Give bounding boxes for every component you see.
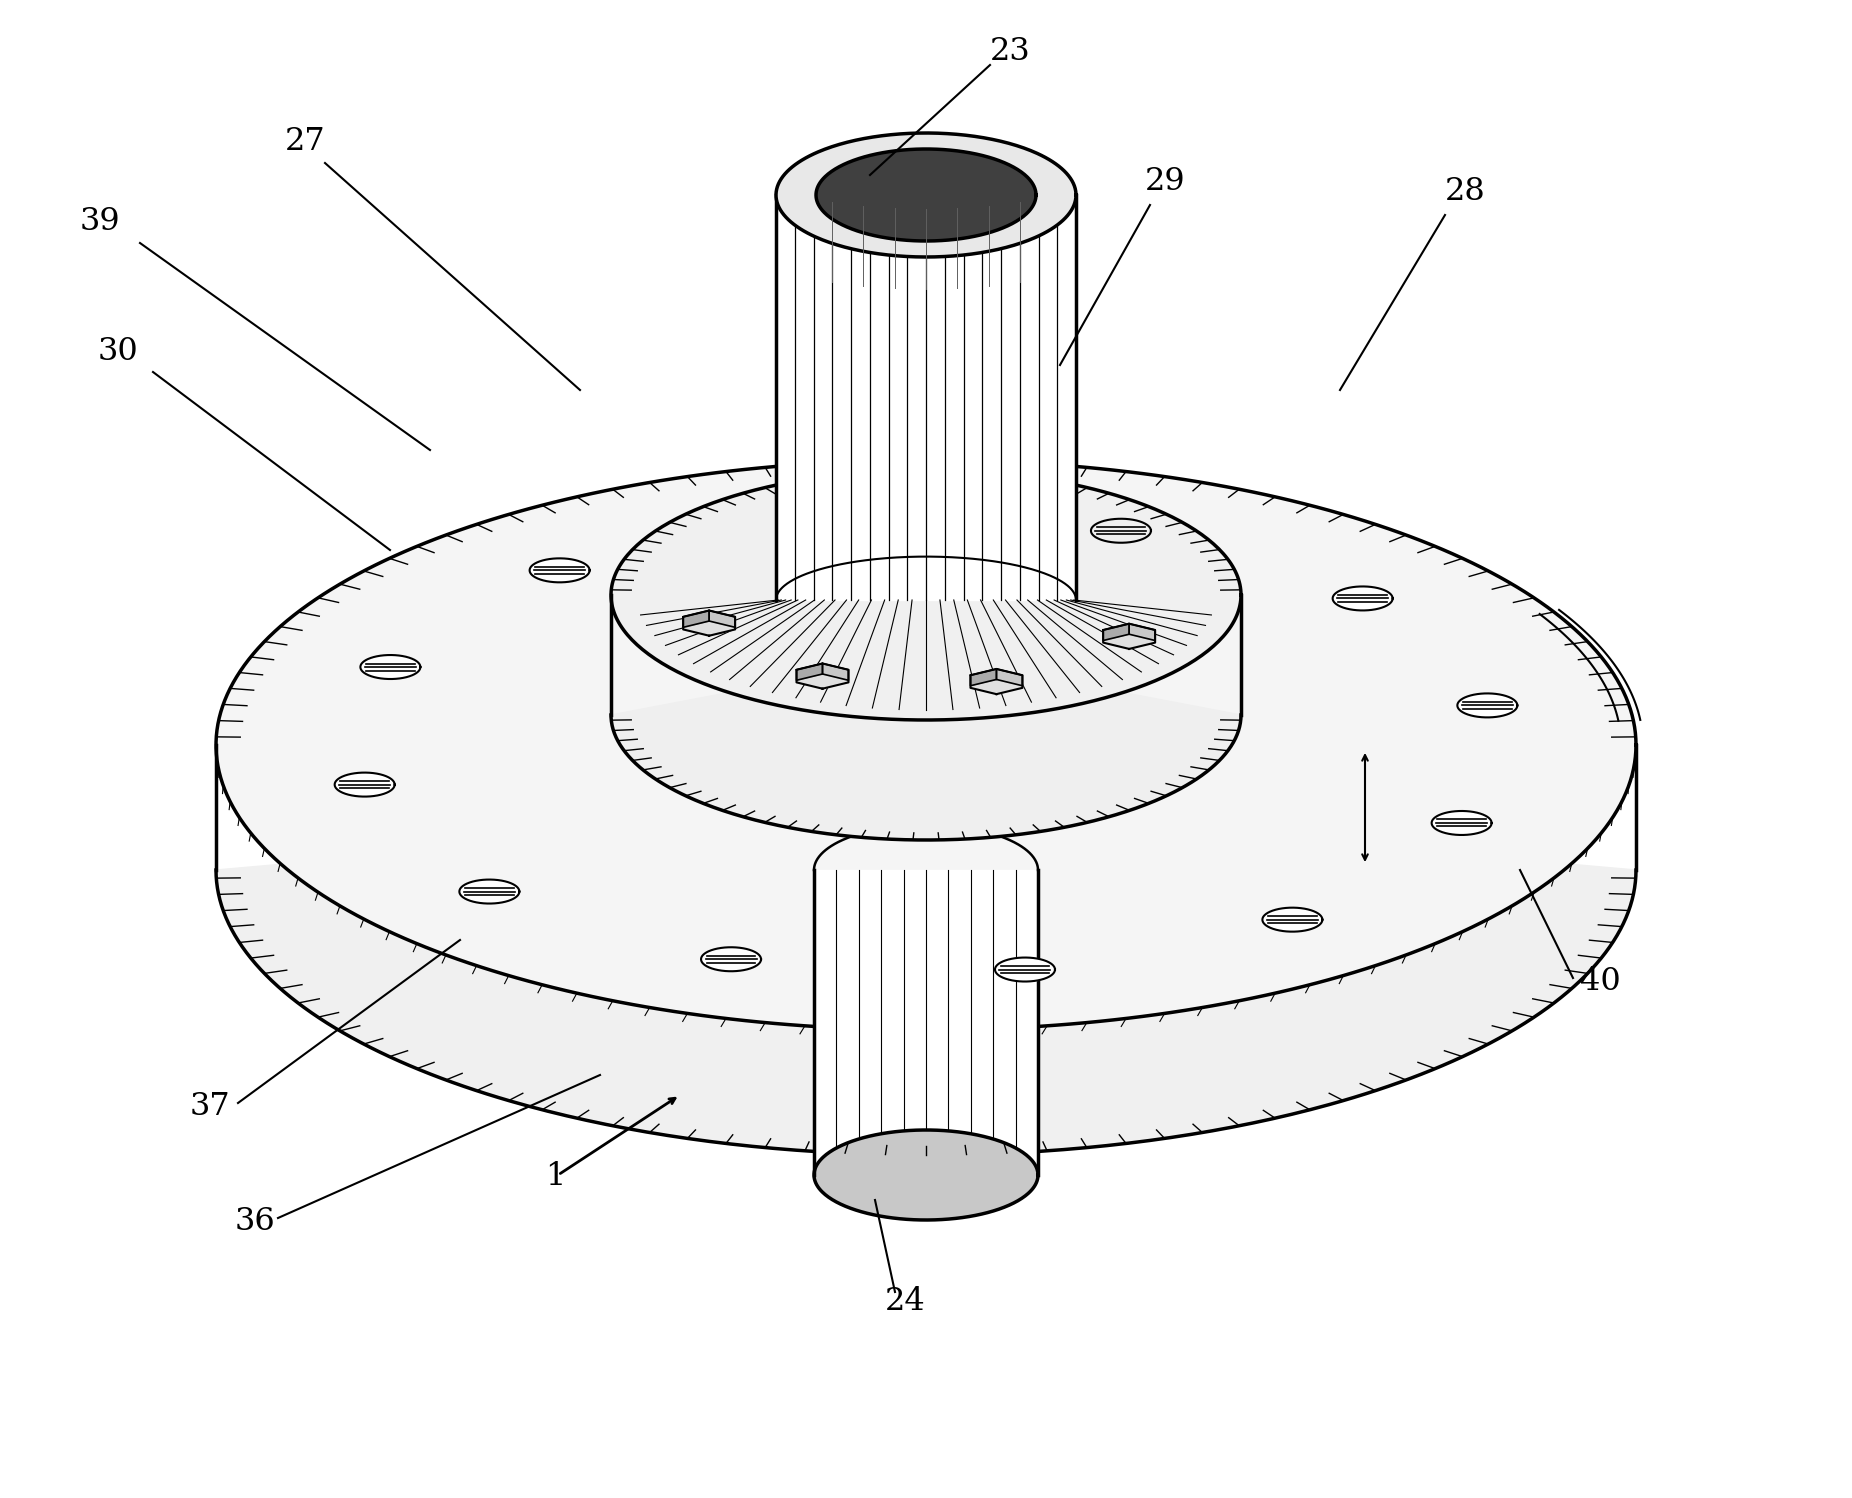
Text: 30: 30: [98, 336, 139, 367]
Polygon shape: [970, 670, 1022, 694]
Polygon shape: [1432, 810, 1491, 834]
Polygon shape: [796, 664, 848, 689]
Polygon shape: [815, 1129, 1037, 1219]
Text: 27: 27: [285, 126, 326, 157]
Polygon shape: [776, 195, 1076, 601]
Polygon shape: [1104, 623, 1156, 649]
Polygon shape: [1333, 586, 1393, 611]
Text: 37: 37: [189, 1091, 230, 1122]
Polygon shape: [796, 664, 822, 680]
Text: 1: 1: [544, 1161, 565, 1192]
Polygon shape: [683, 611, 735, 635]
Text: 24: 24: [885, 1285, 926, 1317]
Polygon shape: [996, 670, 1022, 686]
Polygon shape: [970, 670, 996, 686]
Text: 23: 23: [989, 36, 1030, 67]
Polygon shape: [530, 559, 589, 583]
Polygon shape: [776, 133, 1076, 258]
Text: 36: 36: [235, 1206, 276, 1237]
Polygon shape: [611, 470, 1241, 721]
Text: 29: 29: [1145, 166, 1185, 198]
Polygon shape: [683, 611, 709, 628]
Polygon shape: [1091, 518, 1150, 542]
Polygon shape: [815, 870, 1037, 1174]
Polygon shape: [217, 460, 1635, 1031]
Polygon shape: [796, 508, 857, 532]
Polygon shape: [1458, 694, 1517, 718]
Polygon shape: [709, 611, 735, 628]
Polygon shape: [702, 947, 761, 971]
Polygon shape: [217, 745, 1635, 1155]
Polygon shape: [361, 655, 420, 679]
Polygon shape: [1263, 908, 1322, 932]
Polygon shape: [822, 664, 848, 680]
Polygon shape: [817, 148, 1035, 241]
Text: 39: 39: [80, 207, 120, 237]
Polygon shape: [335, 773, 394, 797]
Polygon shape: [459, 879, 519, 903]
Polygon shape: [995, 957, 1056, 981]
Polygon shape: [611, 595, 1241, 840]
Polygon shape: [1104, 623, 1130, 641]
Text: 40: 40: [1580, 966, 1620, 998]
Polygon shape: [1130, 623, 1156, 641]
Text: 28: 28: [1445, 175, 1485, 207]
